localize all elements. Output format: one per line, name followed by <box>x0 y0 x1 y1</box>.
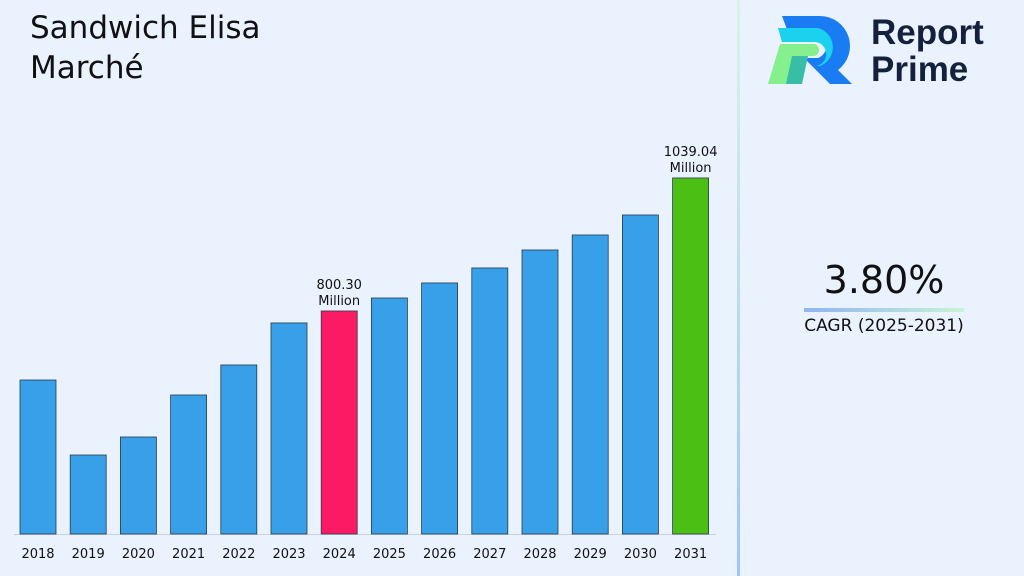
report-prime-logo-icon <box>768 16 852 84</box>
x-tick-label: 2018 <box>21 547 54 562</box>
chart-title: Sandwich Elisa Marché <box>30 10 261 86</box>
data-label: Million <box>318 294 360 309</box>
bar-2027 <box>471 267 509 535</box>
bar-2023 <box>270 322 308 535</box>
x-tick-label: 2019 <box>72 547 105 562</box>
data-label: Million <box>670 161 712 176</box>
brand-name: Report Prime <box>871 14 984 88</box>
x-tick-label: 2029 <box>574 547 607 562</box>
bar-2029 <box>571 234 609 535</box>
bar-2031 <box>672 177 709 535</box>
brand-line2: Prime <box>871 50 969 89</box>
data-label: 1039.04 <box>664 145 718 160</box>
divider <box>737 0 740 576</box>
bar-2019 <box>69 454 107 535</box>
bar-2030 <box>622 214 659 535</box>
x-tick-label: 2031 <box>674 547 707 562</box>
brand-line1: Report <box>871 13 984 52</box>
bar-2021 <box>170 394 208 535</box>
x-tick-label: 2024 <box>323 547 356 562</box>
x-tick-label: 2021 <box>172 547 205 562</box>
x-tick-label: 2028 <box>523 547 556 562</box>
x-tick-label: 2023 <box>272 547 305 562</box>
bar-2020 <box>120 436 157 535</box>
x-tick-label: 2020 <box>122 547 155 562</box>
x-tick-label: 2026 <box>423 547 456 562</box>
bar-2024 <box>320 310 358 535</box>
x-tick-label: 2025 <box>373 547 406 562</box>
bar-2022 <box>220 364 258 535</box>
bar-2018 <box>19 379 57 535</box>
cagr-label: CAGR (2025-2031) <box>804 316 964 336</box>
x-tick-label: 2022 <box>222 547 255 562</box>
cagr-value: 3.80% <box>823 258 945 302</box>
bar-2026 <box>421 282 459 535</box>
cagr-underline <box>804 308 964 312</box>
data-label: 800.30 <box>316 278 362 293</box>
bar-2028 <box>521 249 559 535</box>
bar-chart: 2018 2019 2020 2021 2022 2023 2024800.30Millio… <box>14 145 718 562</box>
x-tick-label: 2030 <box>624 547 657 562</box>
bar-2025 <box>370 297 408 535</box>
x-tick-label: 2027 <box>473 547 506 562</box>
